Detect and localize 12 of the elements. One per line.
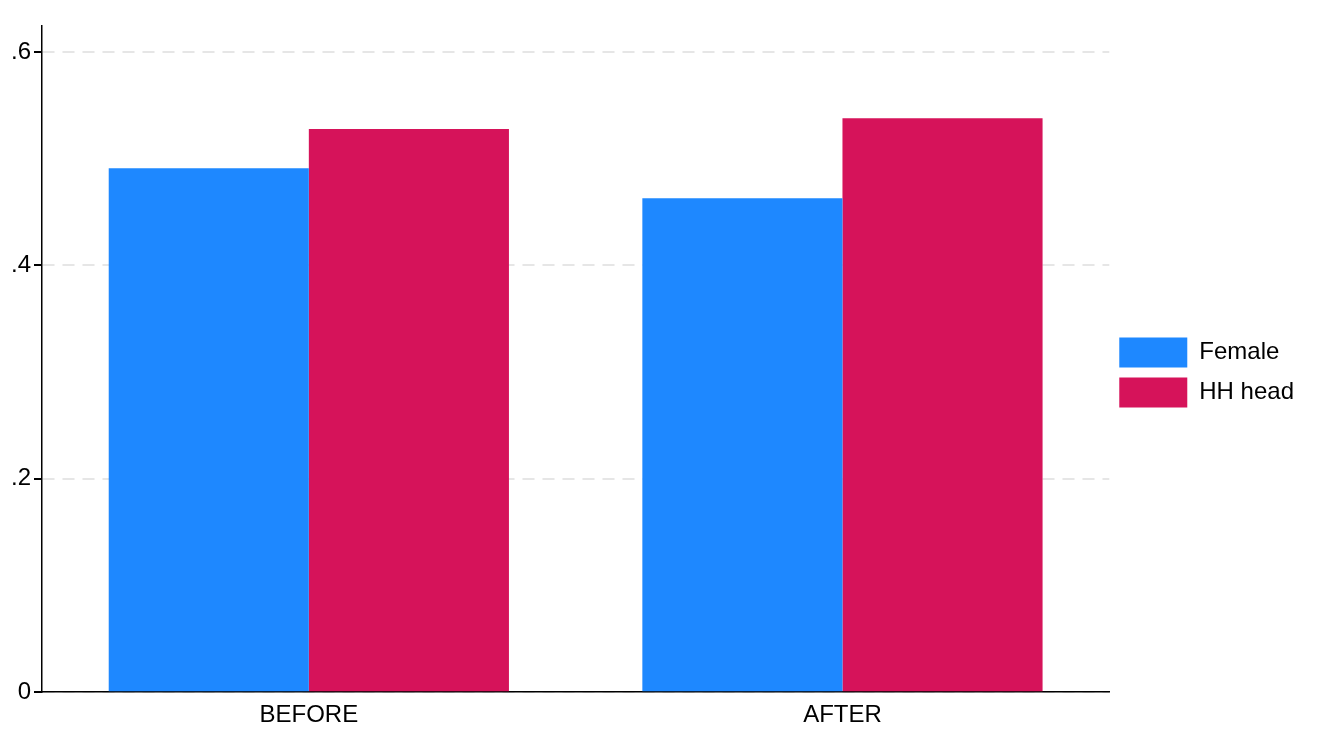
bar bbox=[842, 118, 1043, 692]
x-tick-label: BEFORE bbox=[259, 700, 359, 728]
bar bbox=[308, 128, 509, 692]
legend-label: HH head bbox=[1199, 377, 1295, 405]
y-tick-label: 0 bbox=[17, 676, 32, 704]
y-tick-label: .4 bbox=[11, 250, 32, 278]
y-tick-label: .2 bbox=[11, 463, 32, 491]
bar bbox=[642, 198, 843, 692]
bar bbox=[108, 168, 309, 692]
legend-label: Female bbox=[1199, 337, 1280, 365]
x-tick-label: AFTER bbox=[803, 700, 882, 728]
y-tick-label: .6 bbox=[11, 36, 32, 64]
